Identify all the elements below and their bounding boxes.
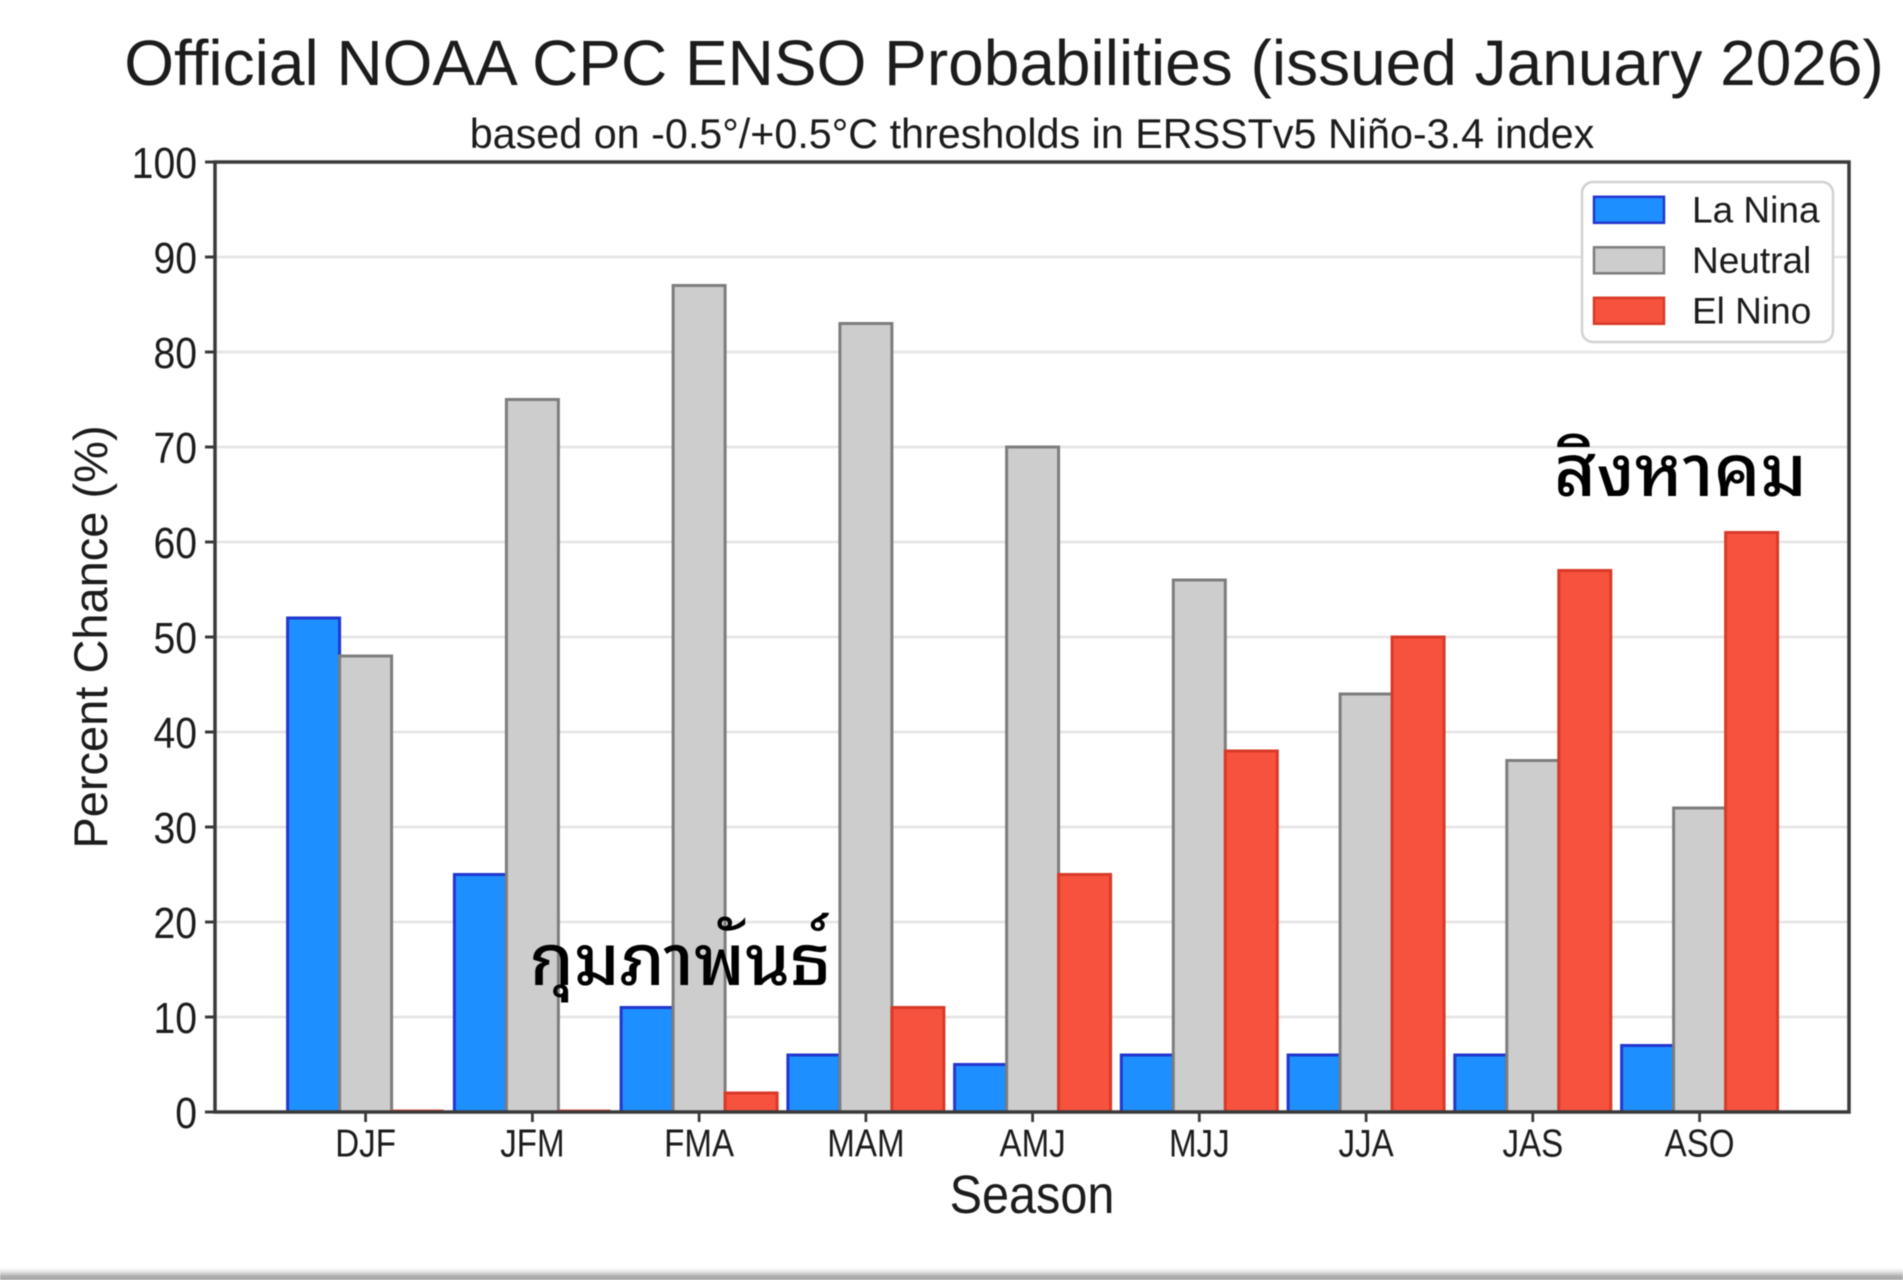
svg-text:DJF: DJF — [335, 1122, 396, 1165]
svg-text:MAM: MAM — [827, 1122, 904, 1165]
svg-text:30: 30 — [153, 804, 197, 852]
svg-text:10: 10 — [153, 994, 197, 1042]
svg-text:40: 40 — [153, 709, 197, 757]
svg-text:Official NOAA CPC ENSO Probabi: Official NOAA CPC ENSO Probabilities (is… — [124, 27, 1884, 99]
svg-text:based on -0.5°/+0.5°C threshol: based on -0.5°/+0.5°C thresholds in ERSS… — [470, 111, 1595, 157]
svg-text:Neutral: Neutral — [1692, 240, 1811, 281]
svg-text:60: 60 — [153, 519, 197, 567]
svg-text:0: 0 — [175, 1089, 197, 1137]
svg-text:70: 70 — [153, 424, 197, 472]
svg-text:La Nina: La Nina — [1692, 189, 1820, 230]
svg-text:Percent Chance (%): Percent Chance (%) — [64, 425, 117, 848]
svg-text:50: 50 — [153, 614, 197, 662]
svg-text:JFM: JFM — [500, 1122, 564, 1165]
svg-text:Season: Season — [950, 1164, 1115, 1225]
svg-text:MJJ: MJJ — [1169, 1122, 1230, 1165]
svg-text:90: 90 — [153, 234, 197, 282]
svg-text:80: 80 — [153, 329, 197, 377]
svg-text:El Nino: El Nino — [1692, 290, 1811, 331]
svg-text:JAS: JAS — [1502, 1122, 1563, 1165]
svg-text:JJA: JJA — [1339, 1122, 1394, 1165]
svg-text:FMA: FMA — [664, 1122, 734, 1165]
svg-text:20: 20 — [153, 899, 197, 947]
svg-text:100: 100 — [132, 139, 197, 187]
svg-text:ASO: ASO — [1665, 1122, 1735, 1165]
svg-text:AMJ: AMJ — [1000, 1122, 1066, 1165]
